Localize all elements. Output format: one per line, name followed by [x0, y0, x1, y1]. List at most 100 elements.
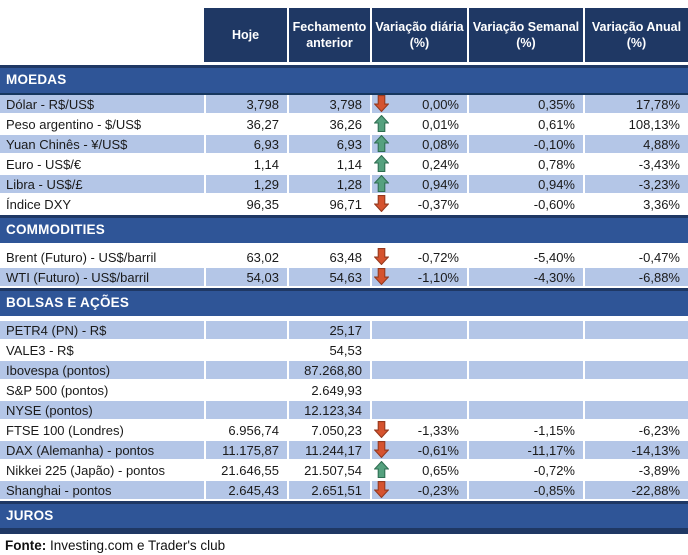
variacao-semanal-cell: -5,40%: [467, 248, 583, 266]
hoje-cell: 21.646,55: [204, 461, 287, 479]
variacao-anual-cell: -22,88%: [583, 481, 688, 499]
variacao-anual-cell: 4,88%: [583, 135, 688, 153]
variacao-diaria-cell: -0,37%: [370, 195, 467, 213]
variacao-diaria-cell: [370, 401, 467, 419]
variacao-diaria-cell: 0,08%: [370, 135, 467, 153]
label-cell: Brent (Futuro) - US$/barril: [6, 250, 157, 265]
table-row: WTI (Futuro) - US$/barril 54,03 54,63 -1,10…: [0, 268, 688, 288]
variacao-diaria-value: -0,23%: [417, 483, 459, 498]
variacao-diaria-value: 0,94%: [422, 177, 459, 192]
label-cell: PETR4 (PN) - R$: [0, 321, 204, 339]
down-arrow-icon: [374, 248, 389, 265]
hoje-cell: [204, 381, 287, 399]
fechamento-anterior-cell: 1,14: [287, 155, 370, 173]
variacao-diaria-value: -1,33%: [417, 423, 459, 438]
label-cell: Ibovespa (pontos): [0, 361, 204, 379]
table-row: DAX (Alemanha) - pontos 11.175,87 11.244,1…: [0, 441, 688, 461]
hoje-cell: 6,93: [204, 135, 287, 153]
table-row: VALE3 - R$ 54,53: [0, 341, 688, 361]
column-header-variacao-semanal: Variação Semanal (%): [467, 8, 583, 62]
label-cell: VALE3 - R$: [6, 343, 74, 358]
label-cell: S&P 500 (pontos): [6, 383, 109, 398]
variacao-diaria-cell: -0,61%: [370, 441, 467, 459]
variacao-semanal-cell: 0,78%: [467, 155, 583, 173]
variacao-anual-cell: 3,36%: [583, 195, 688, 213]
hoje-cell: 1,14: [204, 155, 287, 173]
fechamento-anterior-cell: 2.651,51: [287, 481, 370, 499]
source-text: Investing.com e Trader's club: [46, 538, 226, 553]
fechamento-anterior-cell: 2.649,93: [287, 381, 370, 399]
variacao-anual-cell: -0,47%: [583, 248, 688, 266]
label-cell: Dólar - R$/US$: [0, 95, 204, 113]
up-arrow-icon: [374, 135, 389, 152]
variacao-anual-cell: [583, 341, 688, 359]
variacao-semanal-cell: -1,15%: [467, 421, 583, 439]
variacao-semanal-cell: -0,72%: [467, 461, 583, 479]
label-cell: Nikkei 225 (Japão) - pontos: [6, 463, 165, 478]
hoje-cell: 2.645,43: [204, 481, 287, 499]
variacao-diaria-value: -0,72%: [417, 250, 459, 265]
column-header-fechamento-anterior: Fechamento anterior: [287, 8, 370, 62]
hoje-cell: 1,29: [204, 175, 287, 193]
hoje-cell: 36,27: [204, 115, 287, 133]
hoje-cell: 63,02: [204, 248, 287, 266]
table-row: Libra - US$/£ 1,29 1,28 0,94% 0,94% -3,23%: [0, 175, 688, 195]
hoje-cell: [204, 361, 287, 379]
table-row: Índice DXY 96,35 96,71 -0,37% -0,60% 3,36%: [0, 195, 688, 215]
variacao-anual-cell: [583, 401, 688, 419]
fechamento-anterior-cell: 63,48: [287, 248, 370, 266]
label-cell: Euro - US$/€: [6, 157, 82, 172]
table-row: Euro - US$/€ 1,14 1,14 0,24% 0,78% -3,43%: [0, 155, 688, 175]
variacao-anual-cell: 108,13%: [583, 115, 688, 133]
down-arrow-icon: [374, 95, 389, 112]
variacao-diaria-value: -0,37%: [417, 197, 459, 212]
variacao-semanal-cell: -0,10%: [467, 135, 583, 153]
up-arrow-icon: [374, 115, 389, 132]
fechamento-anterior-cell: 54,63: [287, 268, 370, 286]
up-arrow-icon: [374, 175, 389, 192]
variacao-diaria-value: 0,24%: [422, 157, 459, 172]
variacao-diaria-cell: 0,94%: [370, 175, 467, 193]
table-row: FTSE 100 (Londres) 6.956,74 7.050,23 -1,33%…: [0, 421, 688, 441]
variacao-semanal-cell: -0,60%: [467, 195, 583, 213]
hoje-cell: 11.175,87: [204, 441, 287, 459]
hoje-cell: [204, 401, 287, 419]
section-header-commodities: COMMODITIES: [0, 215, 688, 243]
label-cell: Libra - US$/£: [0, 175, 204, 193]
variacao-anual-cell: -6,23%: [583, 421, 688, 439]
variacao-anual-cell: 17,78%: [583, 95, 688, 113]
hoje-cell: 6.956,74: [204, 421, 287, 439]
hoje-cell: [204, 341, 287, 359]
label-cell: DAX (Alemanha) - pontos: [0, 441, 204, 459]
label-cell: NYSE (pontos): [0, 401, 204, 419]
fechamento-anterior-cell: 21.507,54: [287, 461, 370, 479]
variacao-anual-cell: -14,13%: [583, 441, 688, 459]
table-row: Nikkei 225 (Japão) - pontos 21.646,55 21.5…: [0, 461, 688, 481]
table-row: Dólar - R$/US$ 3,798 3,798 0,00% 0,35% 17,78%: [0, 95, 688, 115]
column-header-variacao-diaria: Variação diária (%): [370, 8, 467, 62]
header-corner-spacer: [0, 8, 204, 62]
hoje-cell: [204, 321, 287, 339]
source-label: Fonte:: [5, 538, 47, 553]
down-arrow-icon: [374, 481, 389, 498]
section-header-bolsas-e-acoes: BOLSAS E AÇÕES: [0, 288, 688, 316]
table-row: S&P 500 (pontos) 2.649,93: [0, 381, 688, 401]
table-row: Ibovespa (pontos) 87.268,80: [0, 361, 688, 381]
up-arrow-icon: [374, 461, 389, 478]
table-row: Brent (Futuro) - US$/barril 63,02 63,48 -0,…: [0, 248, 688, 268]
variacao-diaria-cell: [370, 341, 467, 359]
table-row: Yuan Chinês - ¥/US$ 6,93 6,93 0,08% -0,10% 4,…: [0, 135, 688, 155]
variacao-diaria-cell: [370, 321, 467, 339]
variacao-diaria-cell: -1,10%: [370, 268, 467, 286]
column-header-variacao-anual: Variação Anual (%): [583, 8, 688, 62]
variacao-semanal-cell: [467, 361, 583, 379]
down-arrow-icon: [374, 421, 389, 438]
variacao-semanal-cell: -11,17%: [467, 441, 583, 459]
variacao-diaria-value: 0,65%: [422, 463, 459, 478]
fechamento-anterior-cell: 6,93: [287, 135, 370, 153]
fechamento-anterior-cell: 11.244,17: [287, 441, 370, 459]
variacao-diaria-cell: -1,33%: [370, 421, 467, 439]
table-header-row: Hoje Fechamento anterior Variação diária (…: [0, 8, 688, 62]
variacao-anual-cell: -3,23%: [583, 175, 688, 193]
